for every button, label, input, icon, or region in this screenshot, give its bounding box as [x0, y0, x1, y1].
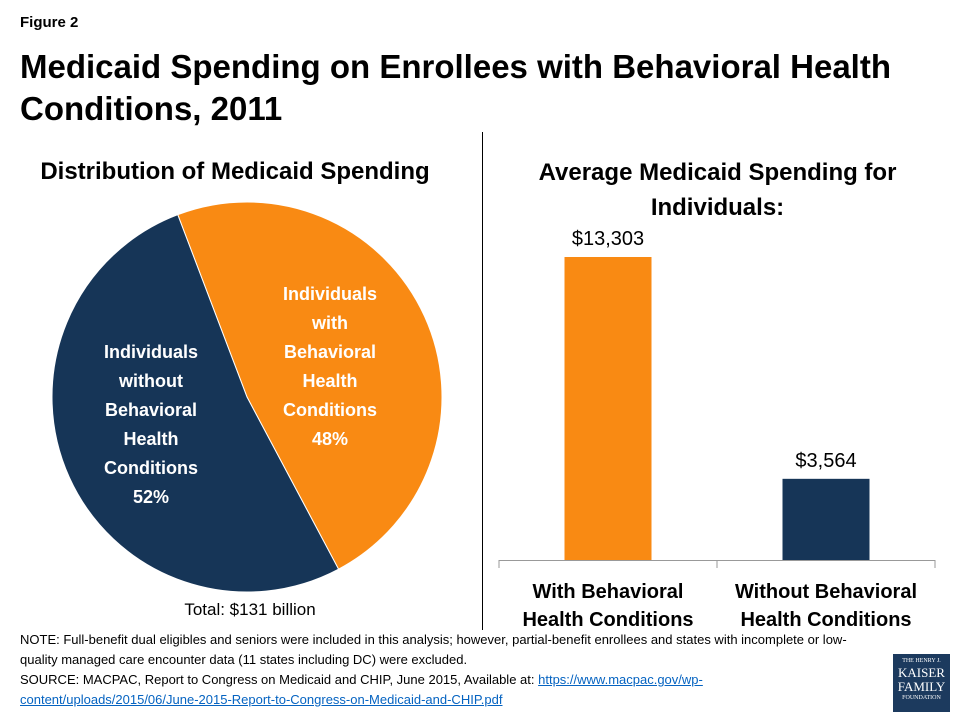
pie-slice-label: Individuals with Behavioral Health Condition…	[283, 284, 377, 449]
category-label: Health Conditions	[740, 609, 911, 631]
kff-logo: THE HENRY J. KAISER FAMILY FOUNDATION	[893, 654, 950, 712]
source-prefix: SOURCE: MACPAC, Report to Congress on Me…	[20, 672, 539, 687]
pie-total-annotation: Total: $131 billion	[184, 600, 316, 619]
bar	[564, 257, 652, 560]
pie-slice	[177, 201, 443, 570]
source-link[interactable]: https://www.macpac.gov/wp-content/upload…	[20, 672, 703, 707]
page-title: Medicaid Spending on Enrollees with Beha…	[20, 48, 891, 127]
category-label: Health Conditions	[522, 609, 693, 631]
category-label: With Behavioral	[533, 581, 684, 603]
note-text: NOTE: Full-benefit dual eligibles and se…	[20, 632, 847, 667]
bar-data-label: $3,564	[795, 450, 856, 472]
bar-data-label: $13,303	[572, 228, 644, 250]
bar-chart-title: Average Medicaid Spending for Individual…	[538, 159, 897, 221]
category-label: Without Behavioral	[735, 581, 917, 603]
pie-slice	[51, 214, 340, 593]
pie-slice-label: Individuals without Behavioral Health Condit…	[104, 342, 198, 507]
source-text: SOURCE: MACPAC, Report to Congress on Me…	[20, 670, 860, 710]
figure-label: Figure 2	[20, 14, 79, 31]
divider	[482, 132, 483, 630]
pie-chart-title: Distribution of Medicaid Spending	[40, 158, 430, 185]
bar	[782, 478, 870, 560]
footnotes: NOTE: Full-benefit dual eligibles and se…	[20, 630, 860, 710]
